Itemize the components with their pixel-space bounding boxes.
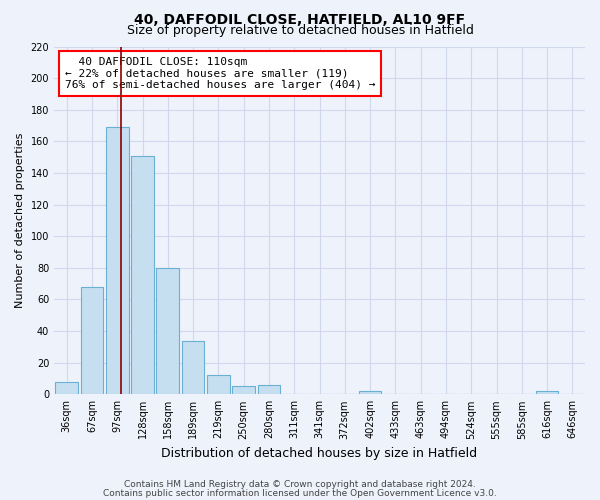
Bar	[536, 391, 559, 394]
Bar	[207, 376, 230, 394]
Bar	[157, 268, 179, 394]
Bar	[106, 127, 128, 394]
Text: 40 DAFFODIL CLOSE: 110sqm
← 22% of detached houses are smaller (119)
76% of semi: 40 DAFFODIL CLOSE: 110sqm ← 22% of detac…	[65, 57, 375, 90]
Text: Contains HM Land Registry data © Crown copyright and database right 2024.: Contains HM Land Registry data © Crown c…	[124, 480, 476, 489]
Bar	[80, 287, 103, 395]
Text: 40, DAFFODIL CLOSE, HATFIELD, AL10 9FF: 40, DAFFODIL CLOSE, HATFIELD, AL10 9FF	[134, 12, 466, 26]
Text: Size of property relative to detached houses in Hatfield: Size of property relative to detached ho…	[127, 24, 473, 37]
Bar	[131, 156, 154, 394]
Bar	[182, 340, 205, 394]
Bar	[232, 386, 255, 394]
X-axis label: Distribution of detached houses by size in Hatfield: Distribution of detached houses by size …	[161, 447, 478, 460]
Text: Contains public sector information licensed under the Open Government Licence v3: Contains public sector information licen…	[103, 488, 497, 498]
Bar	[257, 385, 280, 394]
Bar	[359, 391, 382, 394]
Y-axis label: Number of detached properties: Number of detached properties	[15, 132, 25, 308]
Bar	[55, 382, 78, 394]
